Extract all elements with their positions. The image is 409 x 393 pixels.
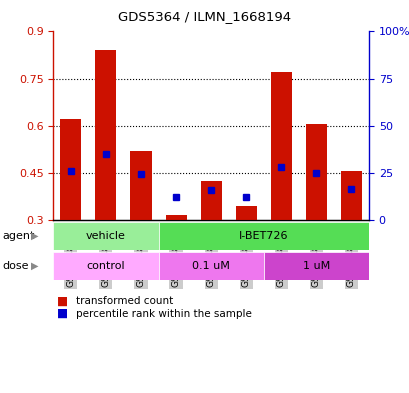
Text: ■: ■: [57, 307, 68, 320]
Bar: [158, 222, 368, 250]
Bar: [263, 252, 368, 280]
Bar: [130, 151, 151, 220]
Bar: [53, 252, 158, 280]
Bar: [235, 206, 256, 220]
Text: I-BET726: I-BET726: [238, 231, 288, 241]
Text: ▶: ▶: [31, 261, 38, 271]
Bar: [53, 222, 158, 250]
Text: agent: agent: [2, 231, 34, 241]
Bar: [270, 72, 291, 220]
Text: GDS5364 / ILMN_1668194: GDS5364 / ILMN_1668194: [118, 10, 291, 23]
Text: 0.1 uM: 0.1 uM: [192, 261, 229, 271]
Text: 1 uM: 1 uM: [302, 261, 329, 271]
Text: vehicle: vehicle: [86, 231, 126, 241]
Text: control: control: [86, 261, 125, 271]
Bar: [305, 124, 326, 220]
Text: ▶: ▶: [31, 231, 38, 241]
Bar: [95, 50, 116, 220]
Bar: [340, 171, 361, 220]
Text: percentile rank within the sample: percentile rank within the sample: [76, 309, 251, 319]
Text: transformed count: transformed count: [76, 296, 173, 306]
Text: ■: ■: [57, 295, 68, 308]
Bar: [165, 215, 186, 220]
Bar: [158, 252, 263, 280]
Text: dose: dose: [2, 261, 29, 271]
Bar: [60, 119, 81, 220]
Bar: [200, 181, 221, 220]
